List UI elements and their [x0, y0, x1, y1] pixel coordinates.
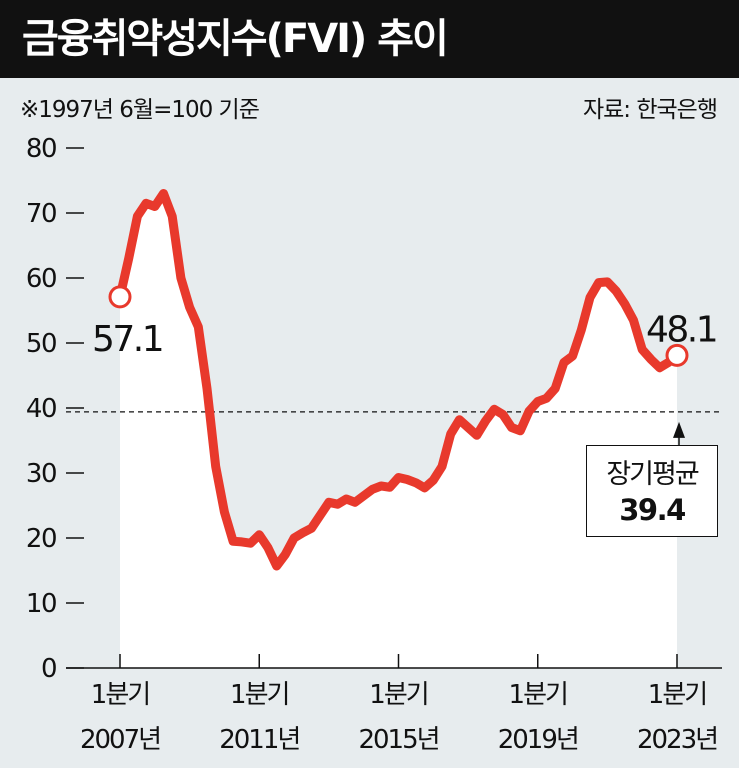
data-point	[572, 355, 574, 357]
data-point	[371, 488, 373, 490]
chart-title: 금융취약성지수(FVI) 추이	[22, 16, 449, 62]
data-point	[354, 501, 356, 503]
data-point	[633, 319, 635, 321]
x-tick-label-quarter: 1분기	[509, 680, 567, 710]
data-point	[328, 501, 330, 503]
x-tick-label-quarter: 1분기	[91, 680, 149, 710]
data-point	[276, 565, 278, 567]
data-point	[432, 479, 434, 481]
data-point	[606, 281, 608, 283]
y-tick-label: 50	[26, 329, 56, 359]
data-point	[197, 326, 199, 328]
x-tick-label-year: 2023년	[637, 725, 717, 755]
data-point	[154, 206, 156, 208]
data-point	[258, 534, 260, 536]
average-pointer-arrow	[673, 421, 685, 438]
data-point	[215, 466, 217, 468]
data-point	[180, 277, 182, 279]
start-point-marker	[108, 285, 132, 309]
data-point	[284, 553, 286, 555]
x-tick-label-year: 2011년	[219, 725, 299, 755]
title-bar: 금융취약성지수(FVI) 추이	[0, 0, 739, 78]
data-point	[128, 258, 130, 260]
data-point	[398, 477, 400, 479]
y-tick-label: 40	[26, 394, 56, 424]
data-point	[450, 433, 452, 435]
data-point	[554, 388, 556, 390]
data-point	[302, 532, 304, 534]
y-tick-label: 20	[26, 524, 56, 554]
x-tick-label-year: 2015년	[358, 725, 438, 755]
data-point	[337, 503, 339, 505]
data-point	[189, 306, 191, 308]
x-tick-label-quarter: 1분기	[648, 680, 706, 710]
data-point	[319, 514, 321, 516]
x-tick-label-year: 2019년	[498, 725, 578, 755]
data-point	[659, 367, 661, 369]
y-tick-label: 30	[26, 459, 56, 489]
data-point	[563, 362, 565, 364]
data-point	[580, 329, 582, 331]
data-point	[345, 498, 347, 500]
data-point	[650, 358, 652, 360]
base-note: ※1997년 6월=100 기준	[20, 97, 260, 123]
data-point	[467, 427, 469, 429]
data-point	[441, 466, 443, 468]
start-value-label: 57.1	[92, 319, 162, 360]
long-term-average-value: 39.4	[619, 493, 686, 527]
data-point	[624, 303, 626, 305]
y-tick-label: 70	[26, 199, 56, 229]
data-point	[511, 427, 513, 429]
data-point	[485, 420, 487, 422]
x-tick-label-quarter: 1분기	[230, 680, 288, 710]
x-tick-label-year: 2007년	[80, 725, 160, 755]
data-point	[206, 388, 208, 390]
data-point	[389, 486, 391, 488]
data-point	[615, 290, 617, 292]
data-point	[537, 401, 539, 403]
data-point	[424, 487, 426, 489]
long-term-average-box: 장기평균 39.4	[586, 445, 718, 537]
data-point	[589, 297, 591, 299]
area-fill	[120, 193, 677, 668]
data-point	[311, 527, 313, 529]
y-tick-label: 10	[26, 589, 56, 619]
data-point	[641, 349, 643, 351]
data-point	[136, 215, 138, 217]
data-point	[250, 542, 252, 544]
y-tick-label: 80	[26, 134, 56, 164]
y-tick-label: 0	[41, 654, 56, 684]
data-point	[546, 397, 548, 399]
long-term-average-label: 장기평균	[606, 459, 699, 490]
data-point	[163, 193, 165, 195]
y-tick-label: 60	[26, 264, 56, 294]
data-point	[232, 540, 234, 542]
data-point	[528, 410, 530, 412]
data-point	[293, 537, 295, 539]
end-point-marker	[665, 343, 689, 367]
data-point	[476, 434, 478, 436]
data-point	[415, 482, 417, 484]
data-point	[519, 430, 521, 432]
data-point	[223, 511, 225, 513]
source-note: 자료: 한국은행	[582, 97, 718, 123]
data-point	[241, 541, 243, 543]
data-point	[145, 202, 147, 204]
data-point	[406, 479, 408, 481]
data-point	[380, 485, 382, 487]
end-value-label: 48.1	[646, 309, 716, 350]
data-point	[502, 414, 504, 416]
data-point	[598, 282, 600, 284]
data-point	[363, 495, 365, 497]
data-point	[171, 215, 173, 217]
data-point	[493, 408, 495, 410]
data-point	[458, 419, 460, 421]
data-point	[267, 547, 269, 549]
fvi-series-line	[115, 189, 682, 571]
x-tick-label-quarter: 1분기	[369, 680, 427, 710]
